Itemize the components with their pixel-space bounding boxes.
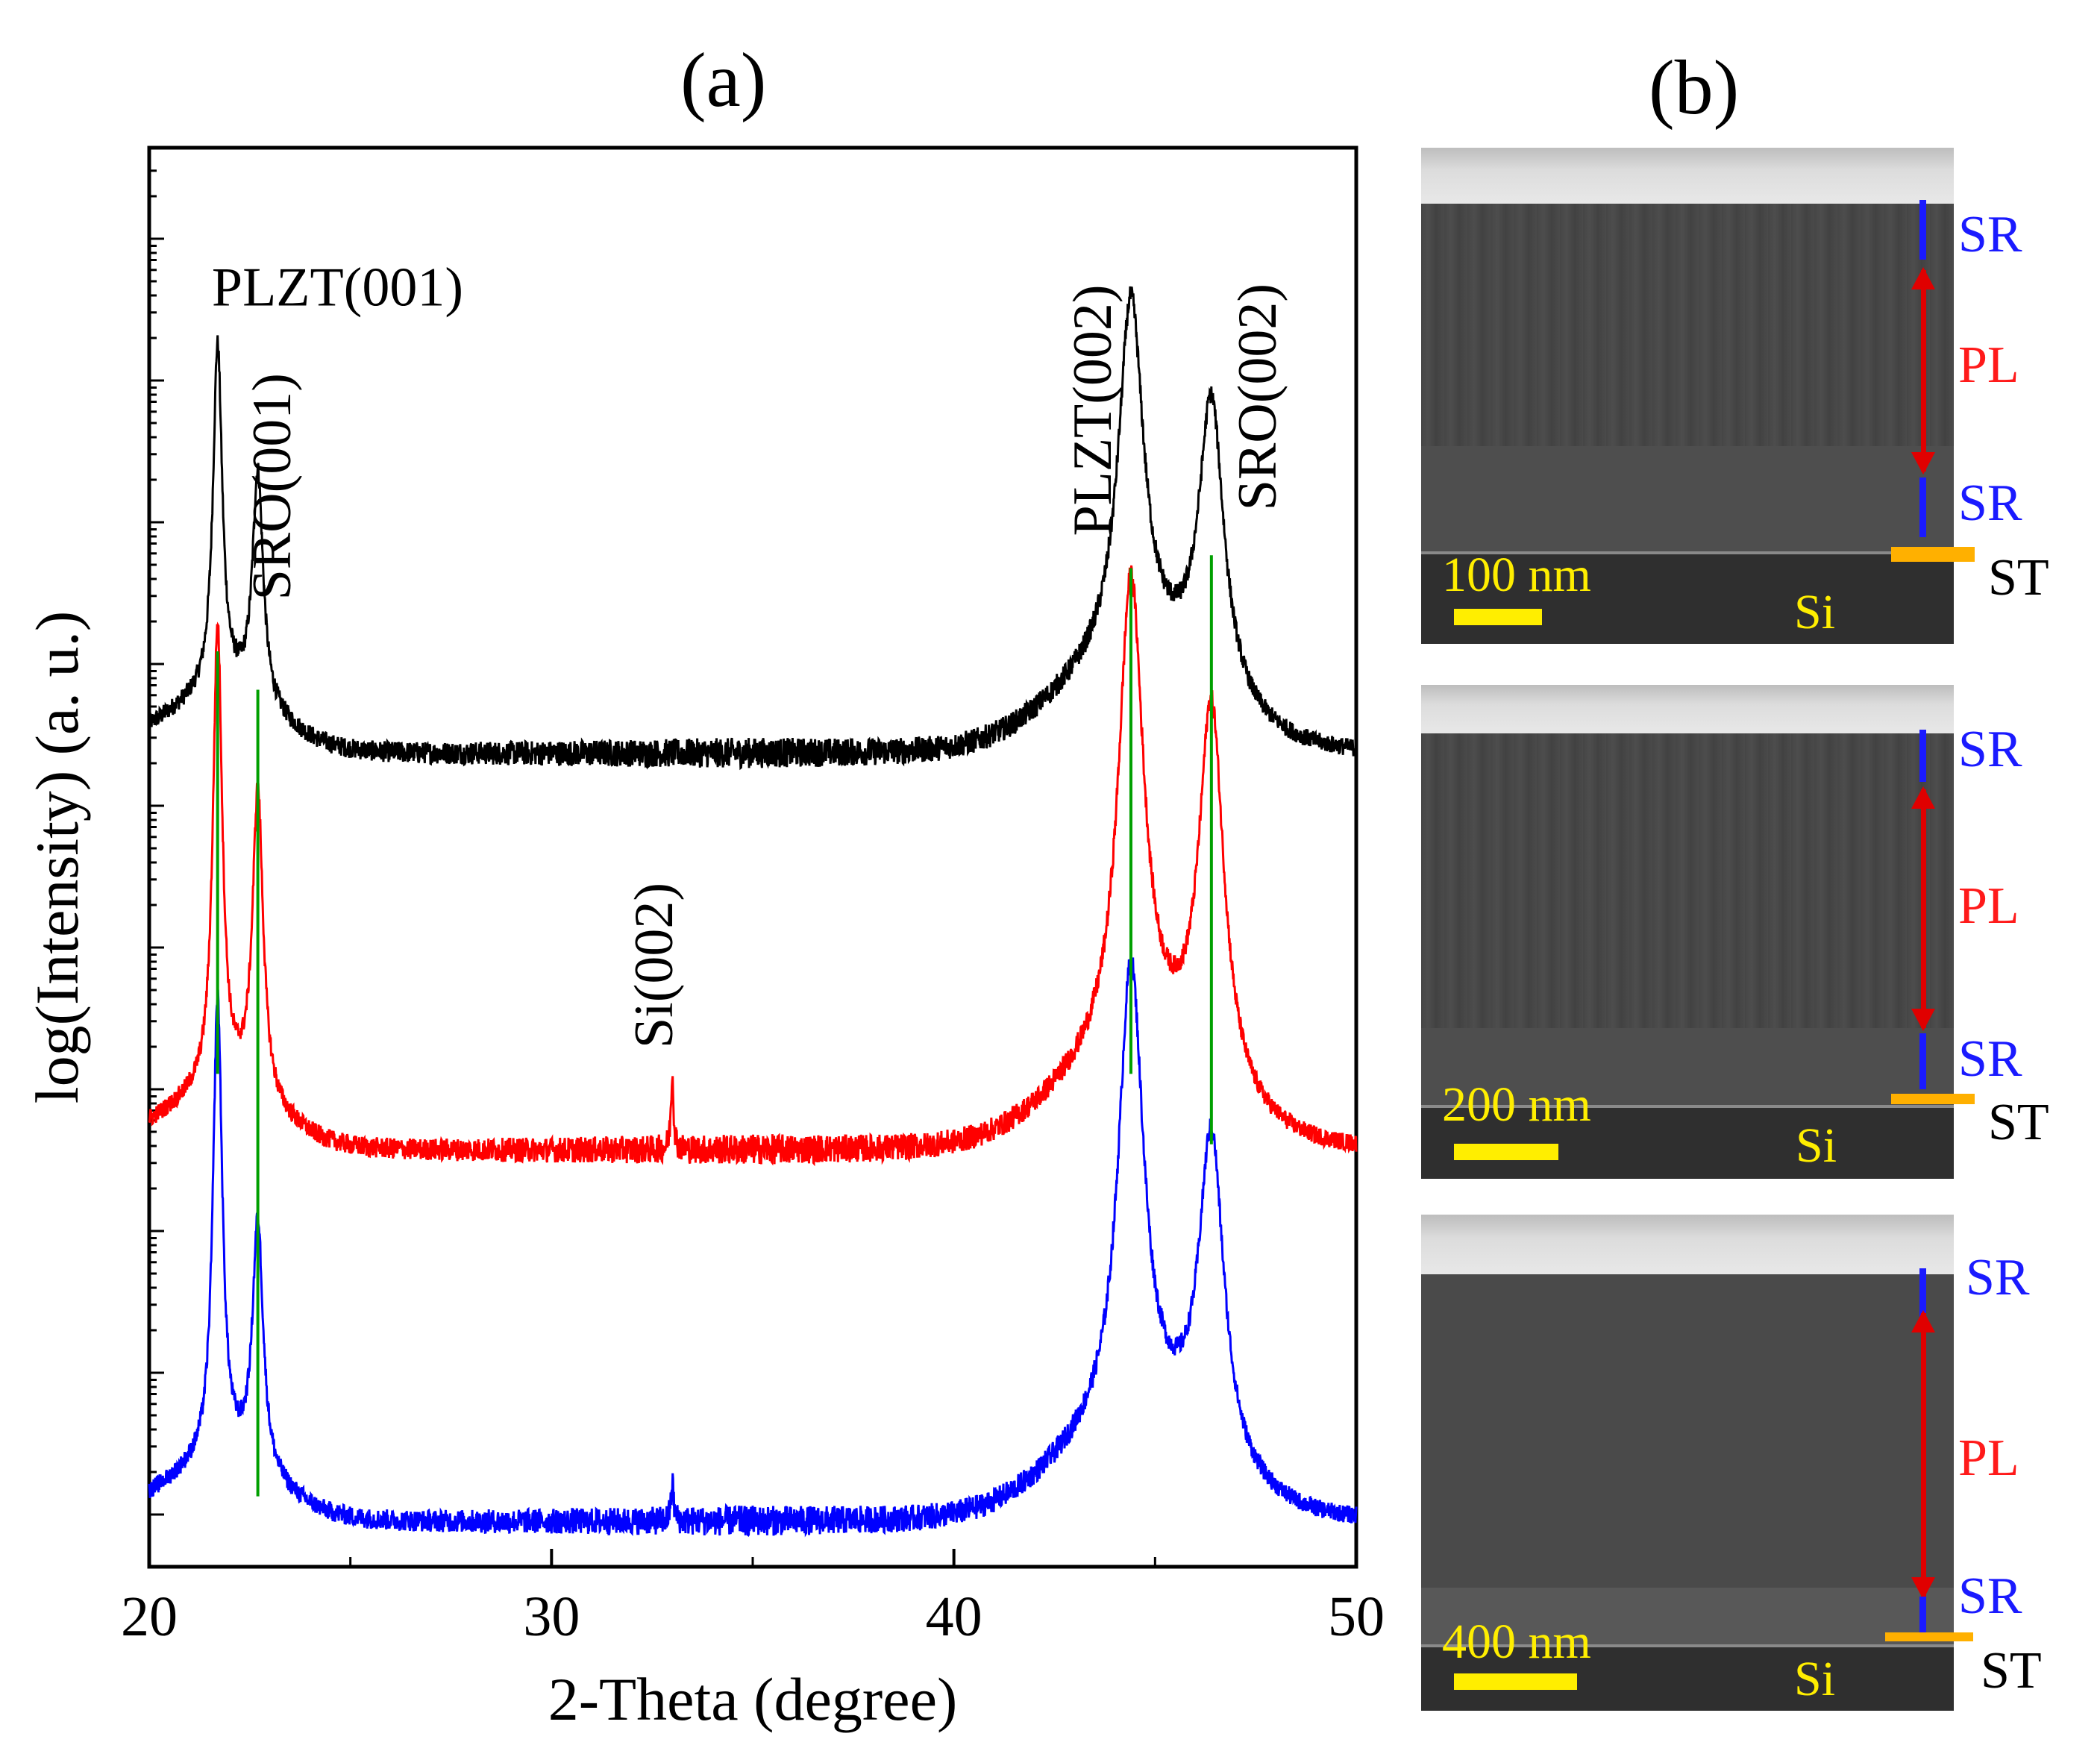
st-marker <box>1891 547 1975 562</box>
peak-label: PLZT(002) <box>1062 284 1123 536</box>
si-label: Si <box>1796 1118 1837 1173</box>
y-axis-label: log(Intensity) (a. u.) <box>23 611 91 1103</box>
st-label: ST <box>1988 1094 2049 1151</box>
series-black-line <box>148 286 1358 771</box>
sr-bottom-marker <box>1919 477 1926 537</box>
sem-image-2: 200 nm Si <box>1421 685 1954 1179</box>
sr-top-label: SR <box>1958 721 2022 778</box>
sr-top-label: SR <box>1958 206 2022 263</box>
x-tick-label: 30 <box>523 1585 580 1648</box>
series-red-line <box>148 565 1358 1167</box>
panel-b-label: (b) <box>1649 45 1740 131</box>
sem-image-3: 400 nm Si <box>1421 1215 1954 1711</box>
series-blue-line <box>148 957 1358 1538</box>
st-label: ST <box>1981 1642 2042 1700</box>
pl-arrow <box>1911 267 1935 475</box>
si-label: Si <box>1794 1652 1836 1706</box>
peak-label: Si(002) <box>624 883 685 1048</box>
peak-label: PLZT(001) <box>212 257 463 319</box>
sr-bottom-label: SR <box>1958 475 2022 532</box>
st-label: ST <box>1988 549 2049 607</box>
scale-bar <box>1454 1673 1577 1690</box>
scale-bar-label: 200 nm <box>1442 1077 1591 1132</box>
sr-bottom-marker <box>1919 1597 1926 1634</box>
sr-top-marker <box>1919 1268 1926 1321</box>
sr-bottom-marker <box>1919 1033 1926 1089</box>
scale-bar <box>1454 609 1542 625</box>
si-label: Si <box>1794 585 1836 639</box>
sr-top-label: SR <box>1966 1249 2030 1306</box>
sr-bottom-label: SR <box>1958 1030 2022 1088</box>
peak-label: SRO(001) <box>242 373 303 600</box>
x-tick-label: 50 <box>1328 1585 1385 1648</box>
scale-bar-label: 100 nm <box>1442 548 1591 602</box>
pl-arrow <box>1911 1310 1935 1600</box>
sr-top-marker <box>1919 730 1926 782</box>
pl-label: PL <box>1958 877 2019 935</box>
pl-label: PL <box>1958 336 2019 394</box>
scale-bar-label: 400 nm <box>1442 1615 1591 1669</box>
x-tick-label: 40 <box>926 1585 982 1648</box>
sem-image-1: 100 nm Si <box>1421 148 1954 644</box>
sr-top-marker <box>1919 200 1926 260</box>
peak-label: SRO(002) <box>1227 284 1288 510</box>
sr-bottom-label: SR <box>1958 1567 2022 1625</box>
pl-arrow <box>1911 786 1935 1031</box>
scale-bar <box>1454 1144 1558 1160</box>
panel-a-label: (a) <box>680 37 767 123</box>
x-axis-label: 2-Theta (degree) <box>548 1665 958 1733</box>
st-marker <box>1891 1094 1975 1104</box>
pl-label: PL <box>1958 1429 2019 1487</box>
st-marker <box>1885 1632 1973 1641</box>
x-tick-label: 20 <box>121 1585 178 1648</box>
